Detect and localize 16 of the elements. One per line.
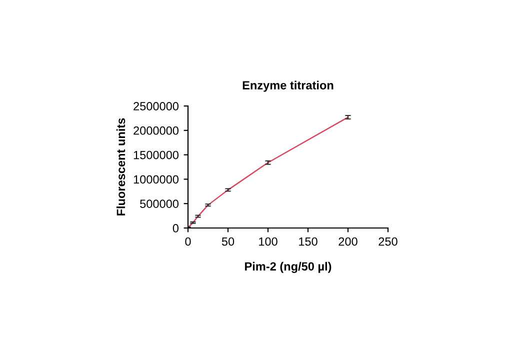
y-tick-label: 2000000 [134, 126, 179, 135]
y-tick-label: 1000000 [134, 175, 179, 184]
y-tick-label: 500000 [140, 200, 179, 208]
x-tick-label: 100 [259, 237, 278, 246]
y-tick-label: 0 [172, 224, 179, 232]
x-tick-label: 150 [299, 237, 318, 246]
line-series [188, 116, 349, 228]
y-axis-title: Fluorescent units [116, 118, 126, 216]
chart-title: Enzyme titration [242, 80, 334, 92]
x-tick-label: 50 [222, 237, 234, 246]
x-tick-label: 200 [338, 237, 358, 246]
x-tick-label: 250 [378, 237, 398, 246]
y-tick-label: 1500000 [134, 150, 179, 160]
x-tick-label: 0 [185, 237, 191, 246]
y-tick-label: 2500000 [134, 102, 179, 110]
x-axis-title: Pim-2 (ng/50 µl) [245, 262, 332, 273]
